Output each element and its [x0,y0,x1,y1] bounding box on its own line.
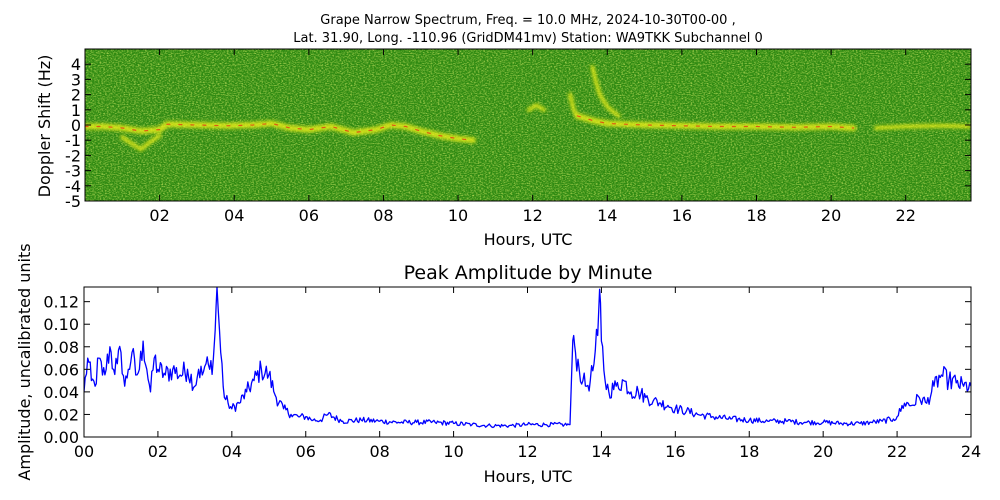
x-tick-label: 02 [148,442,168,461]
spectrogram-plot [85,49,971,201]
y-tick-label: 0.12 [43,293,79,312]
x-tick-label: 04 [222,442,242,461]
amplitude-title: Peak Amplitude by Minute [404,262,653,284]
y-tick-label: 3 [71,70,81,89]
x-tick-label: 00 [74,442,94,461]
y-tick-label: 0.02 [43,405,79,424]
y-tick-label: 0.08 [43,338,79,357]
amplitude-plot-area [84,287,971,437]
x-tick-label: 20 [821,206,841,225]
trace-hook-13 [568,92,580,118]
x-tick-label: 14 [591,442,611,461]
spectrogram-trace-cores [85,115,855,141]
spectrogram-x-axis: 02 04 06 08 10 12 14 16 18 20 22 [149,49,916,225]
x-tick-label: 06 [299,206,319,225]
y-tick-label: -3 [65,162,81,181]
y-tick-label: 1 [71,101,81,120]
amplitude-x-axis: 00 02 04 06 08 10 12 14 16 18 20 22 24 [74,287,981,461]
x-tick-label: 22 [887,442,907,461]
y-tick-label: 0.06 [43,360,79,379]
x-tick-label: 16 [665,442,685,461]
x-tick-label: 16 [672,206,692,225]
x-tick-label: 20 [813,442,833,461]
amplitude-y-axis: 0.00 0.02 0.04 0.06 0.08 0.10 0.12 [43,293,971,447]
amplitude-y-label: Amplitude, uncalibrated units [15,243,34,480]
trace-hook-14 [590,65,621,118]
amplitude-series-line [84,287,971,429]
trace-evening [873,123,971,130]
x-tick-label: 10 [443,442,463,461]
y-tick-label: 0.04 [43,383,79,402]
x-tick-label: 08 [369,442,389,461]
y-tick-label: 0.00 [43,428,79,447]
y-tick-label: -1 [65,131,81,150]
x-tick-label: 10 [448,206,468,225]
x-tick-label: 14 [597,206,617,225]
y-tick-label: 0 [71,116,81,135]
trace-peak-main [85,122,474,141]
x-tick-label: 04 [224,206,244,225]
spectrum-title-line2: Lat. 31.90, Long. -110.96 (GridDM41mv) S… [293,31,763,46]
y-tick-label: -2 [65,146,81,165]
y-tick-label: 0.10 [43,315,79,334]
x-tick-label: 18 [746,206,766,225]
trace-morning-spread [120,133,162,152]
x-tick-label: 22 [896,206,916,225]
trace-blip-12 [526,103,546,112]
x-tick-label: 06 [296,442,316,461]
spectrogram-x-label: Hours, UTC [484,230,573,249]
y-tick-label: 4 [71,55,81,74]
x-tick-label: 12 [517,442,537,461]
y-tick-label: -4 [65,177,81,196]
x-tick-label: 18 [739,442,759,461]
trace-afternoon [574,112,857,131]
spectrum-title-line1: Grape Narrow Spectrum, Freq. = 10.0 MHz,… [320,13,735,28]
spectrogram-y-label: Doppler Shift (Hz) [35,55,54,198]
x-tick-label: 02 [149,206,169,225]
y-tick-label: -5 [65,192,81,211]
x-tick-label: 12 [522,206,542,225]
x-tick-label: 24 [961,442,981,461]
y-tick-label: 2 [71,86,81,105]
x-tick-label: 08 [373,206,393,225]
amplitude-x-label: Hours, UTC [484,467,573,486]
